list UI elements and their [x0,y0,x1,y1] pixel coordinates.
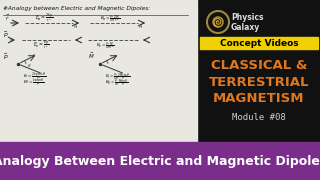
Text: $\vec{M}$: $\vec{M}$ [88,51,95,61]
Text: $\vec{p}$: $\vec{p}$ [3,30,9,40]
Text: $A$: $A$ [73,22,78,30]
Text: $\vec{r}$: $\vec{r}$ [5,13,10,23]
Text: Physics: Physics [231,14,263,22]
Text: $B_e=\frac{\mu_0}{4\pi}\frac{M}{r^3}$: $B_e=\frac{\mu_0}{4\pi}\frac{M}{r^3}$ [96,40,115,52]
Text: $B_a=\frac{\mu_0}{4\pi}\frac{2M}{r^3}$: $B_a=\frac{\mu_0}{4\pi}\frac{2M}{r^3}$ [100,14,120,25]
Text: $E_a=\frac{2kp}{r^3}$: $E_a=\frac{2kp}{r^3}$ [35,12,54,24]
Text: CLASSICAL &
TERRESTRIAL
MAGNETISM: CLASSICAL & TERRESTRIAL MAGNETISM [209,59,309,105]
Text: Galaxy: Galaxy [231,22,260,32]
Text: $E_e=\frac{kp}{r^3}$: $E_e=\frac{kp}{r^3}$ [33,39,50,51]
Text: Concept Videos: Concept Videos [220,39,298,48]
Text: $B_r=\frac{\mu_0}{4\pi}\frac{2M\cos\theta}{r^3}$: $B_r=\frac{\mu_0}{4\pi}\frac{2M\cos\thet… [105,71,130,83]
Text: #Analogy between Electric and Magnetic Dipoles:: #Analogy between Electric and Magnetic D… [3,6,150,11]
Text: $\theta$: $\theta$ [27,62,31,69]
Bar [0,0,197,142]
Bar [0,142,320,180]
Text: Module #08: Module #08 [232,112,286,122]
Text: $A$: $A$ [138,22,143,30]
Text: $B_\theta=\frac{\mu_0}{4\pi}\frac{M\sin\theta}{r^3}$: $B_\theta=\frac{\mu_0}{4\pi}\frac{M\sin\… [105,78,128,89]
Bar [200,37,318,49]
Text: Analogy Between Electric and Magnetic Dipoles: Analogy Between Electric and Magnetic Di… [0,154,320,168]
Text: $\vec{p}$: $\vec{p}$ [3,52,9,62]
Text: $E_r=\frac{2kp\cos\theta}{r^3}$: $E_r=\frac{2kp\cos\theta}{r^3}$ [23,71,46,83]
Text: $r$: $r$ [32,51,36,59]
Text: $E_\theta=\frac{kp\sin\theta}{r^3}$: $E_\theta=\frac{kp\sin\theta}{r^3}$ [23,77,44,89]
